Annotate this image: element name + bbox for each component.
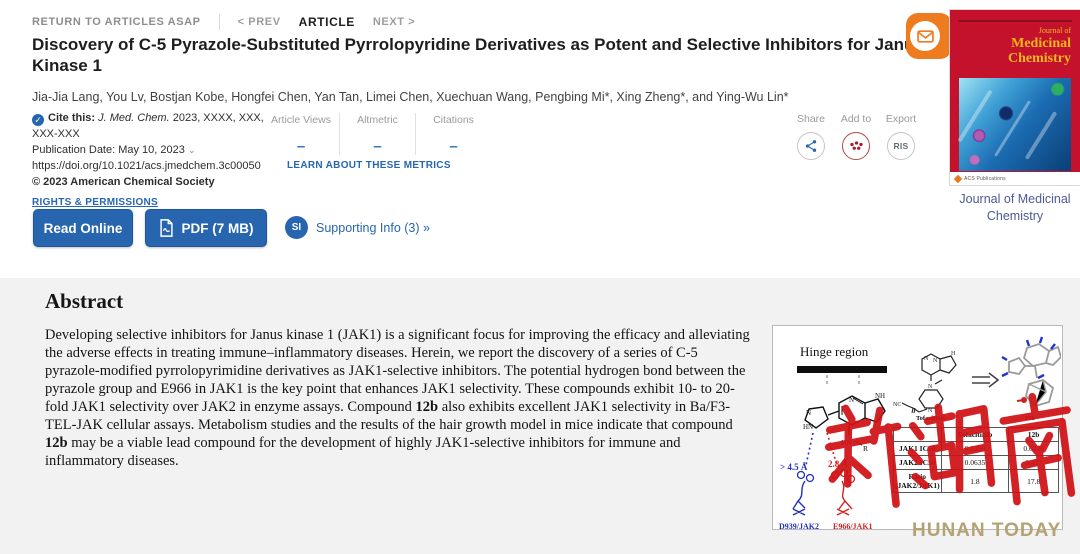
cite-this-label: Cite this: bbox=[48, 112, 96, 124]
doi-link[interactable]: https://doi.org/10.1021/acs.jmedchem.3c0… bbox=[32, 159, 261, 172]
pdf-download-button[interactable]: PDF (7 MB) bbox=[145, 209, 267, 247]
return-to-articles-link[interactable]: RETURN TO ARTICLES ASAP bbox=[32, 16, 201, 28]
abstract-section: Abstract Developing selective inhibitors… bbox=[0, 278, 1080, 554]
citation-block: ✓ Cite this: J. Med. Chem. 2023, XXXX, XX… bbox=[32, 111, 277, 211]
next-article-link[interactable]: NEXT > bbox=[372, 16, 416, 28]
share-button[interactable] bbox=[797, 132, 825, 160]
prev-article-link[interactable]: < PREV bbox=[237, 16, 281, 28]
journal-cover[interactable]: Journal of Medicinal Chemistry ACS Publi… bbox=[950, 10, 1080, 185]
cite-numbers: 2023, XXXX, XXX, XXX-XXX bbox=[32, 112, 264, 140]
chevron-down-icon[interactable]: ⌄ bbox=[187, 144, 196, 155]
svg-text:N: N bbox=[924, 356, 929, 362]
journal-name-link[interactable]: Journal of Medicinal Chemistry bbox=[959, 192, 1071, 223]
share-toolbar: Share Add to Export RIS bbox=[795, 113, 917, 160]
acs-logo-icon bbox=[953, 174, 963, 183]
svg-text:HN: HN bbox=[803, 423, 813, 431]
ris-label: RIS bbox=[893, 141, 909, 151]
cover-title-chemistry: Chemistry bbox=[1008, 51, 1071, 66]
acs-publisher-label: ACS Publications bbox=[964, 175, 1006, 182]
share-icon bbox=[805, 140, 817, 152]
supporting-info-row: SI Supporting Info (3) » bbox=[285, 216, 430, 239]
hunan-watermark bbox=[824, 392, 1076, 508]
envelope-icon bbox=[916, 29, 934, 43]
supporting-info-link[interactable]: Supporting Info (3) » bbox=[316, 220, 430, 235]
check-icon: ✓ bbox=[32, 114, 44, 126]
article-views-value: – bbox=[296, 138, 306, 155]
altmetric-value: – bbox=[373, 138, 382, 155]
svg-text:H: H bbox=[951, 351, 956, 357]
hinge-bar bbox=[797, 366, 887, 373]
svg-text:NH: NH bbox=[875, 392, 885, 400]
metrics-panel: Article Views – Altmetric – Citations – bbox=[263, 113, 491, 155]
si-badge: SI bbox=[285, 216, 308, 239]
compound-12b-structure bbox=[1001, 336, 1061, 408]
cover-journal-of: Journal of bbox=[1038, 26, 1071, 35]
svg-text:NC: NC bbox=[893, 402, 901, 408]
author-list[interactable]: Jia-Jia Lang, You Lv, Bostjan Kobe, Hong… bbox=[32, 90, 789, 104]
metric-altmetric: Altmetric – bbox=[339, 113, 415, 155]
mendeley-icon bbox=[849, 141, 863, 150]
read-online-button[interactable]: Read Online bbox=[33, 209, 133, 247]
page-title: Discovery of C-5 Pyrazole-Substituted Py… bbox=[32, 35, 924, 75]
svg-text:2.8 Å: 2.8 Å bbox=[828, 459, 849, 469]
citations-value: – bbox=[449, 138, 458, 155]
pdf-icon bbox=[159, 219, 173, 237]
arrow-icon bbox=[972, 372, 999, 388]
svg-text:N: N bbox=[933, 358, 938, 364]
svg-text:R: R bbox=[863, 444, 868, 453]
add-to-mendeley-button[interactable] bbox=[842, 132, 870, 160]
journal-abbrev: J. Med. Chem. bbox=[98, 112, 170, 124]
d939-jak2-label: D939/JAK2 bbox=[779, 522, 819, 531]
hinge-region-label: Hinge region bbox=[800, 344, 869, 359]
metric-citations: Citations – bbox=[415, 113, 491, 155]
svg-text:N: N bbox=[928, 384, 933, 390]
cover-rule bbox=[958, 20, 1072, 22]
email-alert-button[interactable] bbox=[906, 13, 952, 59]
svg-text:N: N bbox=[928, 408, 933, 414]
compound-12b-ref: 12b bbox=[45, 435, 68, 451]
export-label: Export bbox=[885, 113, 917, 125]
export-ris-button[interactable]: RIS bbox=[887, 132, 915, 160]
rights-permissions-link[interactable]: RIGHTS & PERMISSIONS bbox=[32, 196, 159, 208]
tab-article: ARTICLE bbox=[298, 15, 355, 29]
learn-about-metrics-link[interactable]: LEARN ABOUT THESE METRICS bbox=[287, 160, 451, 171]
svg-text:N: N bbox=[849, 396, 854, 404]
metric-article-views: Article Views – bbox=[263, 113, 339, 155]
cover-title-medicinal: Medicinal bbox=[1011, 36, 1071, 51]
hunan-today-watermark: HUNAN TODAY bbox=[912, 520, 1062, 541]
cover-artwork bbox=[957, 78, 1071, 171]
nav-divider bbox=[218, 14, 220, 30]
add-to-label: Add to bbox=[840, 113, 872, 125]
compound-12b-ref: 12b bbox=[415, 399, 439, 415]
publication-date: Publication Date: May 10, 2023 bbox=[32, 143, 185, 156]
abstract-heading: Abstract bbox=[45, 289, 124, 313]
share-label: Share bbox=[796, 113, 826, 125]
breadcrumb: RETURN TO ARTICLES ASAP < PREV ARTICLE N… bbox=[32, 14, 415, 30]
svg-text:> 4.5 Å: > 4.5 Å bbox=[780, 462, 808, 472]
e966-jak1-label: E966/JAK1 bbox=[833, 522, 873, 531]
abstract-paragraph: Developing selective inhibitors for Janu… bbox=[45, 327, 750, 469]
copyright-text: © 2023 American Chemical Society bbox=[32, 175, 215, 188]
svg-text:N: N bbox=[806, 409, 811, 417]
